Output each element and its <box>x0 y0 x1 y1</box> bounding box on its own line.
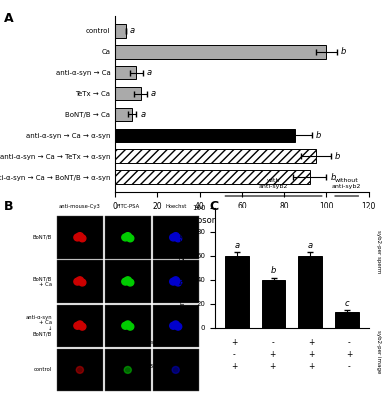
Circle shape <box>122 234 129 241</box>
Text: BoNT/B: BoNT/B <box>131 364 154 369</box>
Text: a: a <box>234 241 240 250</box>
Circle shape <box>172 233 179 240</box>
Text: a: a <box>141 110 146 119</box>
Text: b: b <box>335 152 340 161</box>
Bar <box>115 150 316 163</box>
Text: a: a <box>151 89 156 98</box>
Text: +: + <box>270 362 276 371</box>
Circle shape <box>124 366 131 373</box>
Bar <box>57 260 103 303</box>
Text: b: b <box>271 266 276 275</box>
Y-axis label: synaptobrevin 2 (% cells): synaptobrevin 2 (% cells) <box>180 224 186 312</box>
Text: A: A <box>4 12 13 25</box>
Bar <box>57 349 103 391</box>
Circle shape <box>124 277 131 284</box>
Text: with
anti-syb2: with anti-syb2 <box>259 178 288 189</box>
Circle shape <box>124 233 131 240</box>
Circle shape <box>127 323 134 330</box>
Circle shape <box>172 277 179 284</box>
Text: +: + <box>231 362 237 371</box>
Circle shape <box>174 235 182 242</box>
Text: syb2-per image: syb2-per image <box>376 330 381 374</box>
Text: control: control <box>34 368 52 372</box>
Bar <box>225 256 249 328</box>
Bar <box>57 305 103 347</box>
Bar <box>115 108 132 121</box>
Text: a: a <box>130 26 135 35</box>
Circle shape <box>174 279 182 286</box>
Circle shape <box>170 322 177 329</box>
Circle shape <box>170 278 177 285</box>
Circle shape <box>74 234 81 241</box>
Text: Ca: Ca <box>131 352 139 357</box>
Text: anti-α-syn
+ Ca
↓
BoNT/B: anti-α-syn + Ca ↓ BoNT/B <box>25 314 52 337</box>
Bar <box>57 216 103 258</box>
Bar <box>115 170 310 184</box>
Text: B: B <box>4 200 13 213</box>
Circle shape <box>79 279 86 286</box>
Text: C: C <box>209 200 218 213</box>
Circle shape <box>122 278 129 285</box>
Circle shape <box>172 321 179 328</box>
Circle shape <box>170 234 177 241</box>
Circle shape <box>124 321 131 328</box>
Circle shape <box>74 322 81 329</box>
Text: without
anti-syb2: without anti-syb2 <box>332 178 361 189</box>
Text: +: + <box>270 350 276 359</box>
Circle shape <box>127 279 134 286</box>
Circle shape <box>79 235 86 242</box>
Bar <box>153 260 199 303</box>
Circle shape <box>76 277 83 284</box>
Bar <box>153 216 199 258</box>
Text: syb2-per sperm: syb2-per sperm <box>376 230 381 274</box>
X-axis label: acrosomal exocytosis index: acrosomal exocytosis index <box>184 216 300 225</box>
Text: Hoechst: Hoechst <box>165 204 186 209</box>
Text: b: b <box>341 47 346 56</box>
Text: +: + <box>231 338 237 347</box>
Circle shape <box>74 278 81 285</box>
Bar <box>105 260 151 303</box>
Circle shape <box>127 235 134 242</box>
Bar <box>335 312 359 328</box>
Text: BoNT/B
+ Ca: BoNT/B + Ca <box>33 276 52 287</box>
Circle shape <box>76 321 83 328</box>
Bar <box>105 305 151 347</box>
Bar <box>115 87 141 100</box>
Text: a: a <box>308 241 313 250</box>
Bar <box>262 280 285 328</box>
Bar <box>105 216 151 258</box>
Text: +: + <box>346 350 353 359</box>
Bar <box>105 349 151 391</box>
Text: anti-mouse-Cy3: anti-mouse-Cy3 <box>59 204 101 209</box>
Circle shape <box>122 322 129 329</box>
Text: a: a <box>147 68 152 77</box>
Text: -: - <box>233 350 236 359</box>
Circle shape <box>79 323 86 330</box>
Text: b: b <box>316 131 321 140</box>
Text: +: + <box>308 338 314 347</box>
Text: +: + <box>308 350 314 359</box>
Bar <box>115 24 126 38</box>
Text: -: - <box>348 362 351 371</box>
Text: +: + <box>308 362 314 371</box>
Circle shape <box>172 366 179 373</box>
Circle shape <box>174 323 182 330</box>
Text: c: c <box>344 298 349 308</box>
Text: BoNT/B: BoNT/B <box>33 235 52 240</box>
Bar <box>153 349 199 391</box>
Circle shape <box>76 366 83 373</box>
Bar <box>153 305 199 347</box>
Bar <box>298 256 322 328</box>
Text: FITC-PSA: FITC-PSA <box>116 204 139 209</box>
Bar <box>115 66 136 80</box>
Text: b: b <box>331 173 336 182</box>
Bar <box>115 128 295 142</box>
Text: -: - <box>271 338 274 347</box>
Bar <box>115 45 326 58</box>
Circle shape <box>76 233 83 240</box>
Text: -: - <box>348 338 351 347</box>
Text: anti-α-syn: anti-α-syn <box>131 340 162 345</box>
